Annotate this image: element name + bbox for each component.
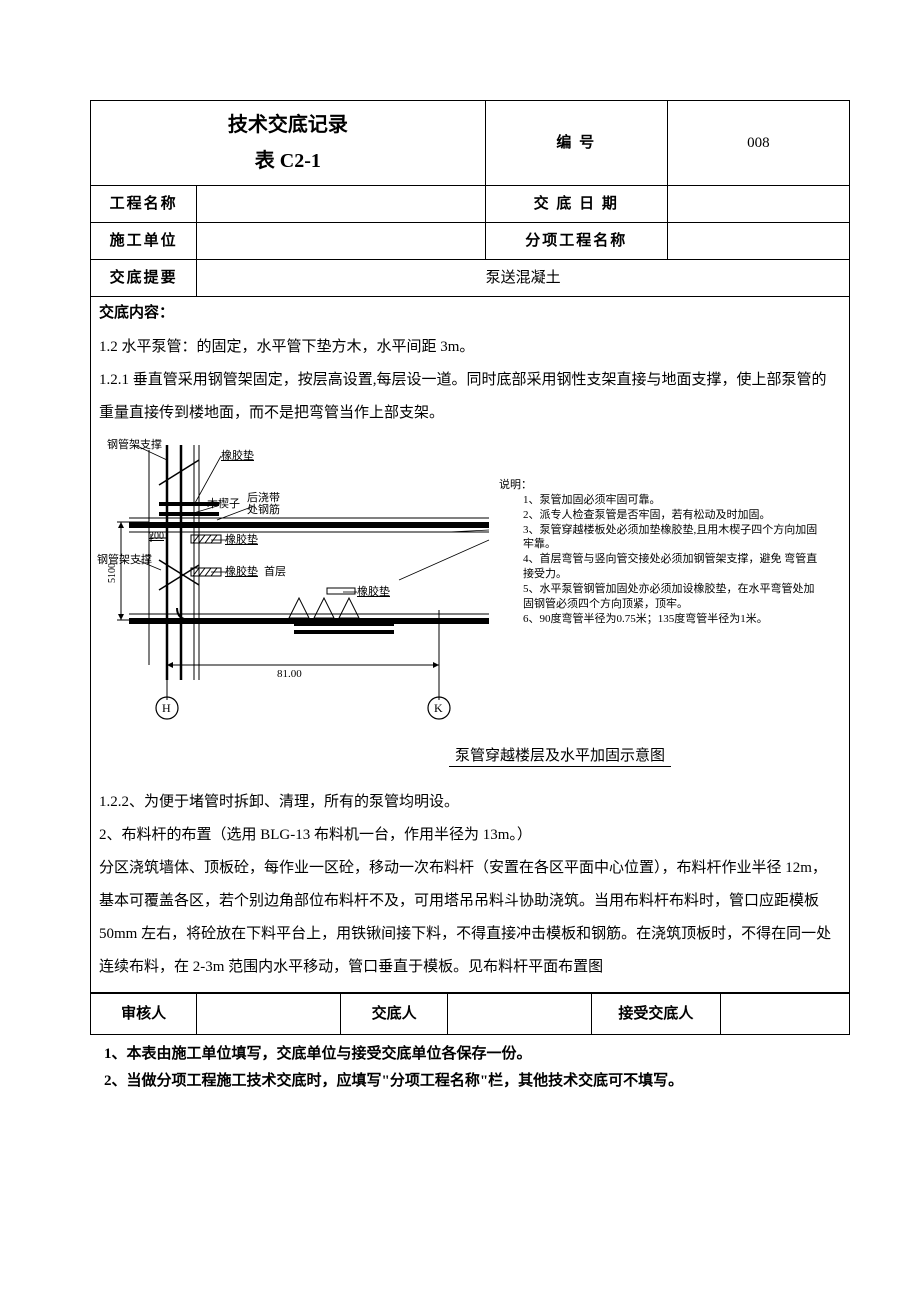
unit-value — [197, 223, 485, 260]
para-1: 1.2 水平泵管：的固定，水平管下垫方木，水平间距 3m。 — [99, 331, 841, 364]
project-name-value — [197, 186, 485, 223]
subproject-label: 分项工程名称 — [485, 223, 667, 260]
label-rubber-2: 橡胶垫 — [225, 532, 258, 550]
diagram-svg — [99, 440, 499, 730]
dim-81: 81.00 — [277, 666, 302, 684]
label-wedge: 木楔子 — [207, 496, 240, 514]
date-label: 交 底 日 期 — [485, 186, 667, 223]
para-2: 1.2.1 垂直管采用钢管架固定，按层高设置,每层设一道。同时底部采用钢性支架直… — [99, 364, 841, 430]
para-5: 分区浇筑墙体、顶板砼，每作业一区砼，移动一次布料杆（安置在各区平面中心位置），布… — [99, 852, 841, 984]
label-rubber-3: 橡胶垫 — [225, 564, 258, 582]
summary-label: 交底提要 — [91, 260, 197, 297]
mark-h: H — [162, 699, 171, 718]
dim-200: 200 — [149, 529, 164, 545]
footer-note-1: 1、本表由施工单位填写，交底单位与接受交底单位各保存一份。 — [104, 1041, 850, 1068]
reviewer-value — [197, 994, 341, 1035]
content-title: 交底内容： — [99, 301, 841, 325]
note-6: 6、90度弯管半径为0.75米；135度弯管半径为1米。 — [523, 612, 819, 627]
diagram-notes: 说明： 1、泵管加固必须牢固可靠。 2、派专人检查泵管是否牢固，若有松动及时加固… — [499, 478, 819, 626]
subproject-value — [667, 223, 849, 260]
note-5: 5、水平泵管钢管加固处亦必须加设橡胶垫，在水平弯管处加固钢管必须四个方向顶紧，顶… — [523, 582, 819, 612]
summary-value: 泵送混凝土 — [197, 260, 850, 297]
receiver-value — [720, 994, 849, 1035]
diagram: 钢管架支撑 橡胶垫 木楔子 后浇带处钢筋 橡胶垫 钢管架支撑 橡胶垫 首层 橡胶… — [99, 440, 819, 740]
number-value: 008 — [667, 101, 849, 186]
date-value — [667, 186, 849, 223]
label-rubber-1: 橡胶垫 — [221, 448, 254, 466]
footer-notes: 1、本表由施工单位填写，交底单位与接受交底单位各保存一份。 2、当做分项工程施工… — [104, 1041, 850, 1095]
mark-k: K — [434, 699, 443, 718]
dim-5100: 5100 — [105, 563, 121, 583]
content-box: 交底内容： 1.2 水平泵管：的固定，水平管下垫方木，水平间距 3m。 1.2.… — [90, 297, 850, 993]
unit-label: 施工单位 — [91, 223, 197, 260]
discloser-value — [447, 994, 591, 1035]
note-2: 2、派专人检查泵管是否牢固，若有松动及时加固。 — [523, 508, 819, 523]
reviewer-label: 审核人 — [91, 994, 197, 1035]
note-1: 1、泵管加固必须牢固可靠。 — [523, 493, 819, 508]
discloser-label: 交底人 — [341, 994, 447, 1035]
project-name-label: 工程名称 — [91, 186, 197, 223]
notes-title: 说明： — [499, 478, 819, 493]
title-line2: 表 C2-1 — [91, 143, 485, 179]
footer-table: 审核人 交底人 接受交底人 — [90, 993, 850, 1035]
label-rubber-4: 橡胶垫 — [357, 584, 390, 602]
note-3: 3、泵管穿越楼板处必须加垫橡胶垫,且用木楔子四个方向加固牢靠。 — [523, 523, 819, 553]
header-table: 技术交底记录 表 C2-1 编 号 008 工程名称 交 底 日 期 施工单位 … — [90, 100, 850, 297]
label-steel-support-1: 钢管架支撑 — [107, 437, 162, 455]
label-rebar: 后浇带处钢筋 — [247, 492, 287, 516]
title-line1: 技术交底记录 — [91, 107, 485, 143]
para-3: 1.2.2、为便于堵管时拆卸、清理，所有的泵管均明设。 — [99, 786, 841, 819]
label-first-floor: 首层 — [264, 564, 286, 582]
note-4: 4、首层弯管与竖向管交接处必须加钢管架支撑，避免 弯管直接受力。 — [523, 552, 819, 582]
receiver-label: 接受交底人 — [591, 994, 720, 1035]
number-label: 编 号 — [485, 101, 667, 186]
footer-note-2: 2、当做分项工程施工技术交底时，应填写"分项工程名称"栏，其他技术交底可不填写。 — [104, 1068, 850, 1095]
diagram-caption: 泵管穿越楼层及水平加固示意图 — [279, 744, 841, 768]
para-4: 2、布料杆的布置（选用 BLG-13 布料机一台，作用半径为 13m。） — [99, 819, 841, 852]
